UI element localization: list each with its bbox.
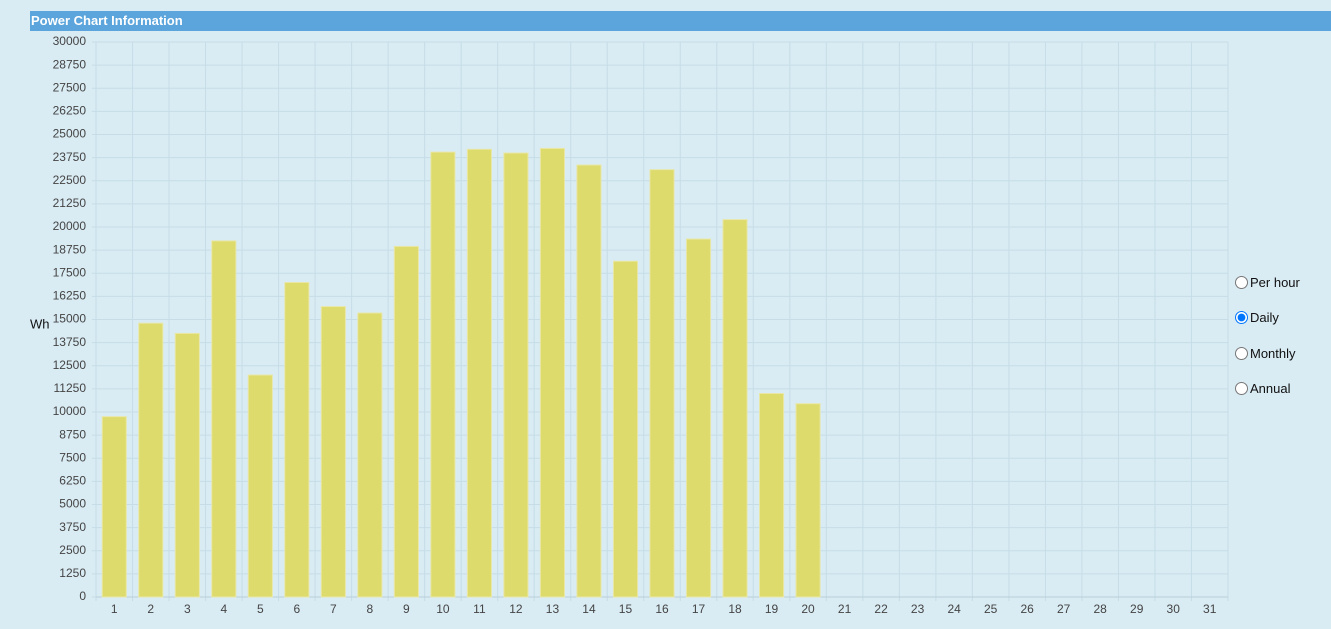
x-tick-label: 2 bbox=[147, 602, 154, 616]
x-tick-label: 9 bbox=[403, 602, 410, 616]
x-tick-label: 3 bbox=[184, 602, 191, 616]
y-tick-label: 10000 bbox=[53, 404, 87, 418]
bar bbox=[503, 152, 529, 598]
bar bbox=[649, 169, 675, 598]
y-tick-label: 0 bbox=[79, 589, 86, 603]
x-tick-label: 12 bbox=[509, 602, 523, 616]
y-tick-label: 15000 bbox=[53, 312, 87, 326]
y-tick-label: 12500 bbox=[53, 358, 87, 372]
x-tick-label: 11 bbox=[473, 602, 486, 616]
y-tick-label: 22500 bbox=[53, 173, 87, 187]
y-tick-label: 30000 bbox=[53, 34, 87, 48]
radio-option[interactable]: Daily bbox=[1234, 300, 1300, 335]
x-tick-label: 5 bbox=[257, 602, 264, 616]
y-tick-label: 18750 bbox=[53, 242, 87, 256]
x-tick-label: 30 bbox=[1167, 602, 1181, 616]
panel-header: Power Chart Information bbox=[30, 11, 1331, 31]
radio-button[interactable] bbox=[1235, 382, 1248, 396]
bar bbox=[430, 151, 456, 598]
radio-label[interactable]: Monthly bbox=[1250, 345, 1296, 361]
x-tick-label: 16 bbox=[655, 602, 669, 616]
radio-label[interactable]: Per hour bbox=[1250, 275, 1300, 291]
x-tick-label: 28 bbox=[1094, 602, 1108, 616]
x-tick-label: 31 bbox=[1203, 602, 1217, 616]
bar bbox=[612, 260, 639, 598]
y-tick-label: 21250 bbox=[53, 196, 87, 210]
y-tick-label: 11250 bbox=[54, 381, 87, 395]
bar bbox=[539, 147, 566, 598]
bar bbox=[101, 416, 127, 598]
bar bbox=[357, 312, 383, 598]
x-tick-label: 6 bbox=[293, 602, 300, 616]
x-tick-label: 7 bbox=[330, 602, 337, 616]
x-tick-label: 14 bbox=[582, 602, 596, 616]
bar bbox=[284, 282, 310, 598]
x-tick-label: 8 bbox=[367, 602, 374, 616]
x-tick-label: 19 bbox=[765, 602, 779, 616]
radio-option[interactable]: Per hour bbox=[1234, 265, 1300, 300]
y-tick-label: 17500 bbox=[53, 265, 87, 279]
bar bbox=[722, 219, 748, 598]
bar bbox=[393, 245, 419, 598]
x-tick-label: 29 bbox=[1130, 602, 1144, 616]
bar bbox=[320, 306, 346, 598]
y-tick-label: 1250 bbox=[59, 566, 86, 580]
bar bbox=[174, 332, 200, 598]
radio-button[interactable] bbox=[1235, 346, 1248, 360]
radio-button[interactable] bbox=[1235, 276, 1248, 290]
x-tick-label: 17 bbox=[692, 602, 706, 616]
x-tick-label: 1 bbox=[111, 602, 118, 616]
y-tick-label: 16250 bbox=[53, 289, 87, 303]
radio-label[interactable]: Annual bbox=[1250, 381, 1291, 397]
radio-label[interactable]: Daily bbox=[1250, 310, 1279, 326]
y-tick-label: 26250 bbox=[53, 104, 87, 118]
x-tick-label: 23 bbox=[911, 602, 925, 616]
y-tick-label: 5000 bbox=[59, 497, 86, 511]
x-tick-label: 22 bbox=[874, 602, 888, 616]
x-tick-label: 4 bbox=[220, 602, 227, 616]
bar bbox=[795, 403, 821, 598]
bar bbox=[466, 148, 492, 598]
y-tick-label: 7500 bbox=[59, 450, 86, 464]
radio-option[interactable]: Monthly bbox=[1234, 336, 1300, 371]
radio-button[interactable] bbox=[1235, 311, 1248, 325]
bar bbox=[685, 238, 712, 598]
x-tick-label: 21 bbox=[838, 602, 852, 616]
x-tick-label: 13 bbox=[546, 602, 560, 616]
y-tick-label: 28750 bbox=[53, 57, 87, 71]
x-tick-label: 10 bbox=[436, 602, 450, 616]
bar bbox=[576, 164, 602, 598]
x-tick-label: 25 bbox=[984, 602, 998, 616]
y-tick-label: 2500 bbox=[59, 543, 86, 557]
bar bbox=[211, 240, 237, 598]
y-tick-label: 27500 bbox=[53, 80, 87, 94]
x-tick-label: 15 bbox=[619, 602, 633, 616]
bar bbox=[247, 374, 273, 598]
x-tick-label: 27 bbox=[1057, 602, 1071, 616]
radio-option[interactable]: Annual bbox=[1234, 371, 1300, 406]
y-tick-label: 8750 bbox=[59, 427, 86, 441]
radio-group: Per hour Daily Monthly Annual bbox=[1234, 265, 1300, 406]
bar bbox=[138, 322, 164, 598]
y-tick-label: 25000 bbox=[53, 127, 87, 141]
y-tick-label: 20000 bbox=[53, 219, 87, 233]
y-tick-label: 3750 bbox=[59, 520, 86, 534]
y-tick-label: 23750 bbox=[53, 150, 87, 164]
bar bbox=[758, 393, 785, 598]
y-tick-label: 13750 bbox=[53, 335, 87, 349]
y-axis-label: Wh bbox=[30, 316, 50, 331]
x-tick-label: 26 bbox=[1020, 602, 1034, 616]
x-tick-label: 20 bbox=[801, 602, 815, 616]
x-tick-label: 24 bbox=[947, 602, 961, 616]
x-tick-label: 18 bbox=[728, 602, 742, 616]
y-tick-label: 6250 bbox=[59, 474, 86, 488]
